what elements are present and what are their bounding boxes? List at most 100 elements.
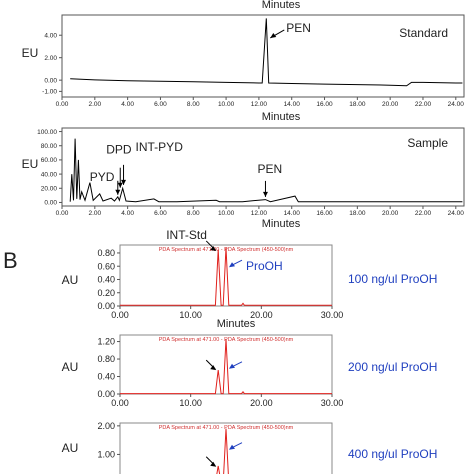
ytick-label: -1.00 [42,89,57,96]
prooh-400-yticks: 2.00 1.00 [97,421,120,460]
standard-trace [70,18,463,87]
annotation-label: INT-Std [166,228,207,242]
xtick-label: 22.00 [415,101,432,108]
ytick-label: 0.80 [97,248,115,258]
annotation-label: PYD [90,170,115,184]
prooh-400-side-label: 400 ng/ul ProOH [348,447,437,461]
xtick-label: 20.00 [250,310,273,320]
standard-ylabel: EU [22,46,39,60]
xtick-label: 12.00 [251,101,268,108]
ytick-label: 80.00 [41,143,58,150]
xtick-label: 14.00 [284,210,301,217]
prooh-100-side-label: 100 ng/ul ProOH [348,272,437,286]
annotation-arrowhead [229,444,235,450]
prooh-400-trace [216,428,229,474]
ytick-label: 0.00 [97,301,115,311]
prooh-100-plot-frame [119,244,333,307]
prooh-100-ylabel: AU [62,273,79,287]
ytick-label: 0.40 [97,275,115,285]
ytick-label: 20.00 [41,186,58,193]
prooh-200-side-label: 200 ng/ul ProOH [348,360,437,374]
xtick-label: 4.00 [121,210,134,217]
annotation-arrowhead [229,363,235,369]
xtick-label: 20.00 [250,398,273,408]
standard-annotations: PEN [270,21,311,39]
sample-xticks: 0.00 2.00 4.00 6.00 8.00 10.00 12.00 14.00 16.00… [56,206,464,217]
sample-plot-frame [61,127,465,207]
ytick-label: 0.20 [97,288,115,298]
xtick-label: 0.00 [111,398,129,408]
xtick-label: 20.00 [382,210,399,217]
xtick-label: 6.00 [154,210,167,217]
annotation-arrowhead [210,461,217,467]
xtick-label: 2.00 [88,101,101,108]
prooh-100-trace [120,247,332,306]
sample-panel: EU Sample 100.0080.0060.0040.0020.000.00… [22,127,465,230]
sample-tag: Sample [407,136,448,150]
sample-trace [69,138,463,203]
sample-ylabel: EU [22,157,39,171]
ytick-label: 0.40 [97,372,115,382]
sample-annotations: PYD DPD INT-PYD PEN [90,140,282,197]
xtick-label: 14.00 [284,101,301,108]
top-minutes-label: Minutes [262,0,301,11]
xtick-label: 22.00 [415,210,432,217]
prooh-400-ylabel: AU [62,441,79,455]
prooh-200-annotations [205,359,243,371]
sample-yticks: 100.00 80.00 60.00 40.00 20.00 0.00 [37,129,62,207]
prooh-100-xlabel: Minutes [217,318,256,330]
prooh-200-trace [120,339,332,395]
xtick-label: 16.00 [316,210,333,217]
prooh-200-yticks: 1.20 0.80 0.40 0.00 [97,337,120,399]
xtick-label: 0.00 [111,310,129,320]
prooh-100-xticks: 0.00 10.00 20.00 30.00 [111,306,343,320]
xtick-label: 30.00 [321,398,344,408]
annotation-arrowhead [229,262,235,268]
ytick-label: 2.00 [97,421,115,431]
prooh-200-panel: PDA Spectrum at 471.00 - PDA Spectrum (4… [62,334,437,408]
annotation-arrowhead [115,189,121,195]
annotation-arrowhead [117,182,123,188]
prooh-400-annotations [205,442,243,467]
annotation-label: DPD [106,143,132,157]
xtick-label: 8.00 [187,210,200,217]
prooh-400-panel: PDA Spectrum at 471.00 - PDA Spectrum (4… [62,421,437,474]
standard-xticks: 0.00 2.00 4.00 6.00 8.00 10.00 12.00 14.00 16.00… [56,97,464,108]
annotation-label: ProOH [246,259,283,273]
prooh-200-xticks: 0.00 10.00 20.00 30.00 [111,394,343,408]
xtick-label: 6.00 [154,101,167,108]
annotation-label: INT-PYD [136,140,184,154]
standard-plot-frame [61,14,465,98]
xtick-label: 10.00 [179,310,202,320]
sample-xlabel: Minutes [262,218,301,230]
xtick-label: 2.00 [88,210,101,217]
annotation-arrowhead [262,191,268,197]
annotation-label: PEN [257,162,282,176]
prooh-200-plot-frame [119,334,333,395]
ytick-label: 100.00 [37,129,57,136]
prooh-100-annotations: INT-Std ProOH [166,228,282,273]
ytick-label: 0.00 [44,77,57,84]
standard-panel: Minutes EU Standard 4.00 2.00 0.00 -1.00 0.… [22,0,465,123]
xtick-label: 30.00 [321,310,344,320]
prooh-400-plot-frame [119,422,333,474]
xtick-label: 12.00 [251,210,268,217]
standard-tag: Standard [399,26,448,40]
annotation-arrowhead [210,365,217,371]
xtick-label: 4.00 [121,101,134,108]
ytick-label: 2.00 [44,55,57,62]
annotation-arrowhead [121,179,127,185]
xtick-label: 10.00 [179,398,202,408]
prooh-100-yticks: 0.80 0.60 0.40 0.20 0.00 [97,248,120,311]
ytick-label: 1.00 [97,450,115,460]
xtick-label: 0.00 [56,210,69,217]
standard-yticks: 4.00 2.00 0.00 -1.00 [42,32,62,96]
xtick-label: 16.00 [316,101,333,108]
prooh-400-header: PDA Spectrum at 471.00 - PDA Spectrum (4… [159,425,294,431]
ytick-label: 0.80 [97,354,115,364]
standard-xlabel: Minutes [262,111,301,123]
ytick-label: 0.60 [97,261,115,271]
xtick-label: 10.00 [218,210,235,217]
